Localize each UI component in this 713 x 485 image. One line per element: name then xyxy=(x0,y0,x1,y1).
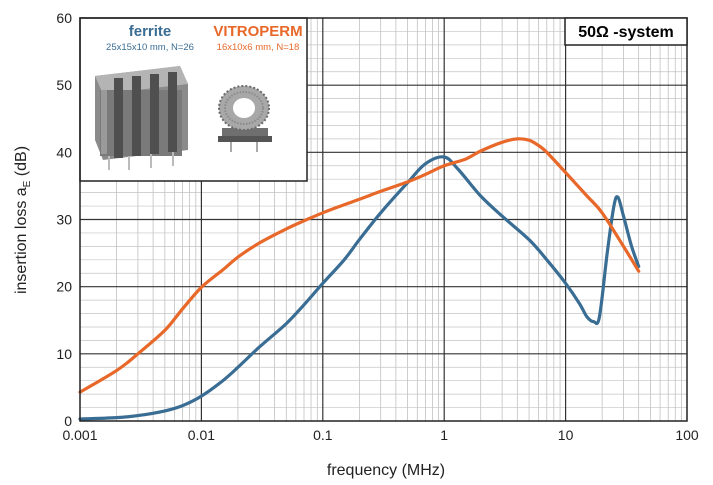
x-tick-label: 10 xyxy=(558,427,574,443)
system-label-frame xyxy=(564,17,688,46)
vitroperm-toroid-image xyxy=(218,85,272,152)
ferrite-legend-title: ferrite xyxy=(129,23,172,40)
legend-inset: ferrite 25x15x10 mm, N=26 VITROPERM 16x1… xyxy=(79,17,308,182)
y-axis-label-unit: (dB) xyxy=(13,146,30,181)
plot-frame xyxy=(79,17,688,422)
system-label-box: 50Ω -system xyxy=(564,17,688,46)
x-tick-label: 100 xyxy=(675,427,699,443)
y-tick-labels: 0 10 20 30 40 50 60 xyxy=(56,10,72,429)
y-tick-label: 20 xyxy=(56,279,72,295)
ferrite-core-image xyxy=(95,66,188,170)
x-tick-label: 0.1 xyxy=(313,427,333,443)
y-tick-label: 0 xyxy=(64,413,72,429)
y-tick-label: 10 xyxy=(56,346,72,362)
y-tick-label: 60 xyxy=(56,10,72,26)
y-axis-label: insertion loss aE (dB) xyxy=(13,146,33,294)
y-tick-label: 40 xyxy=(56,144,72,160)
ferrite-series-line xyxy=(78,155,641,421)
y-axis-label-main: insertion loss a xyxy=(13,187,30,294)
ferrite-legend-detail: 25x15x10 mm, N=26 xyxy=(106,42,194,53)
y-tick-label: 50 xyxy=(56,77,72,93)
vitroperm-legend-title: VITROPERM xyxy=(213,23,302,40)
vitroperm-legend-detail: 16x10x6 mm, N=18 xyxy=(217,42,300,53)
y-tick-label: 30 xyxy=(56,212,72,228)
x-tick-label: 0.001 xyxy=(62,427,97,443)
series-lines xyxy=(78,137,641,421)
system-label: 50Ω -system xyxy=(578,24,674,41)
x-tick-labels: 0.001 0.01 0.1 1 10 100 xyxy=(62,427,698,443)
x-axis-label: frequency (MHz) xyxy=(327,462,445,479)
vitroperm-series-line xyxy=(78,137,641,394)
x-tick-label: 1 xyxy=(440,427,448,443)
x-tick-label: 0.01 xyxy=(188,427,215,443)
y-axis-label-subscript: E xyxy=(22,180,33,187)
major-grid xyxy=(80,18,687,421)
